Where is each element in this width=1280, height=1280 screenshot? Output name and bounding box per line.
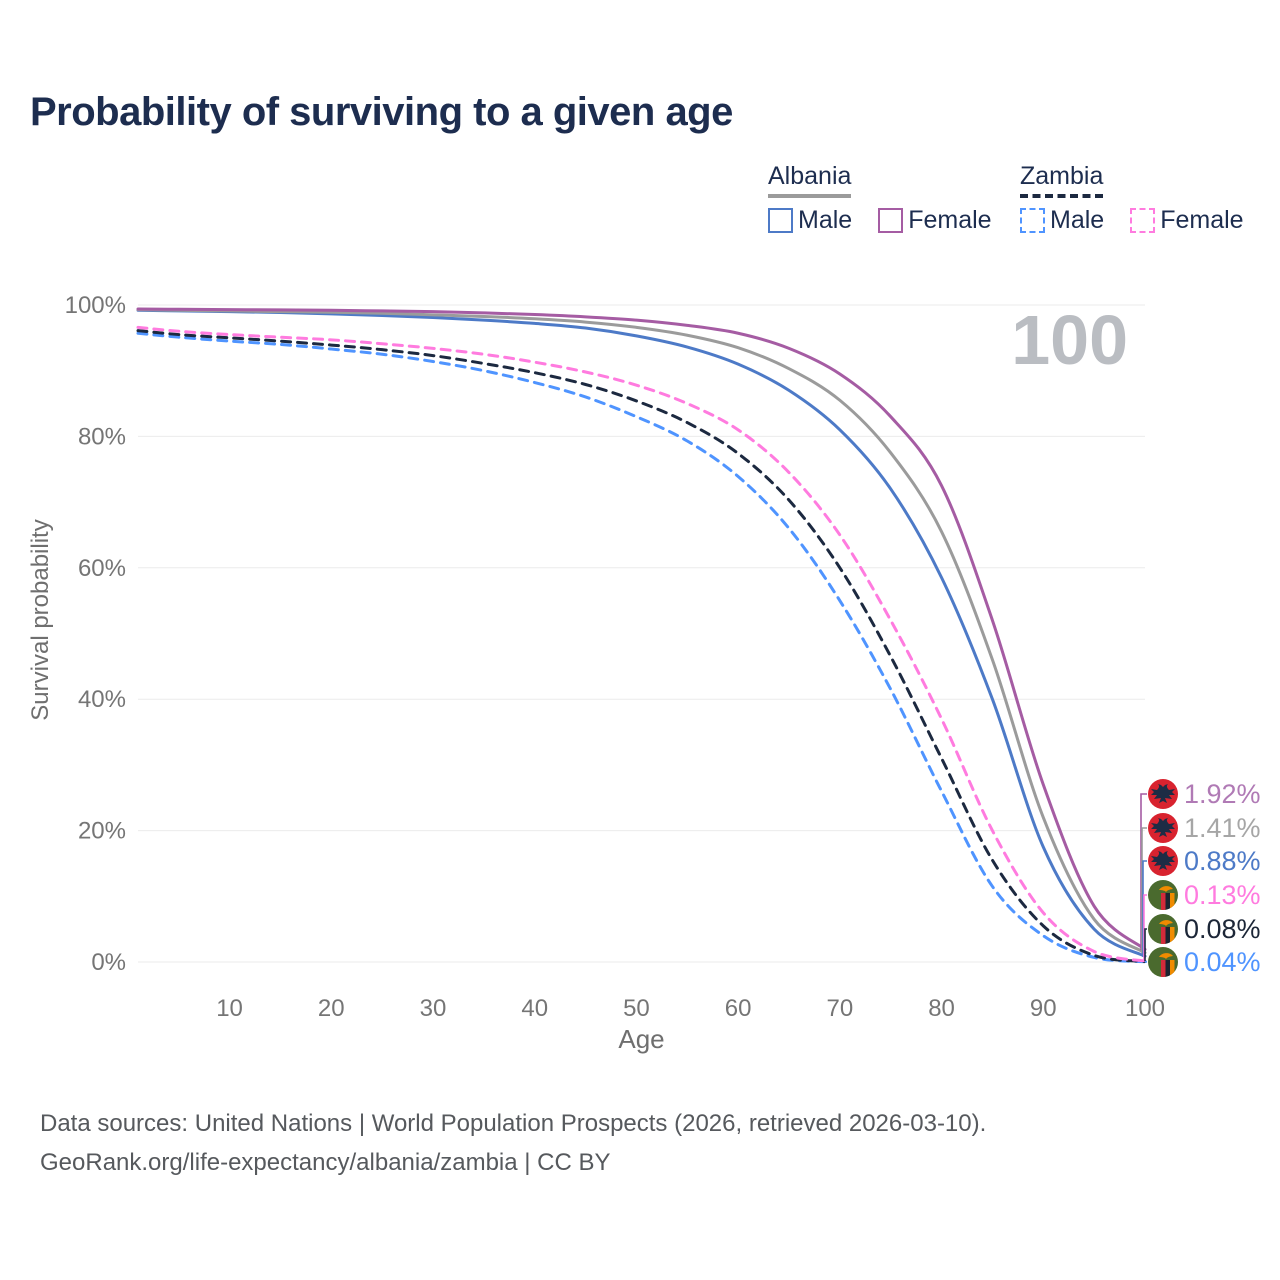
y-tick-label: 100% [65, 292, 126, 319]
legend-label: Male [798, 205, 853, 234]
zambia-female-swatch-icon [1130, 207, 1156, 233]
zambia-flag-icon [1148, 914, 1178, 944]
x-tick-label: 10 [216, 995, 243, 1022]
albania-flag-icon [1148, 813, 1178, 843]
x-tick-label: 40 [521, 995, 548, 1022]
series-line-zambia-male[interactable] [136, 331, 1147, 964]
y-tick-label: 80% [78, 423, 126, 450]
albania-female-swatch-icon [878, 207, 904, 233]
end-value-label-zambia-both-sexes: 0.08% [1184, 914, 1261, 944]
x-tick-label: 100 [1125, 995, 1165, 1022]
end-value-label-albania-male: 0.88% [1184, 846, 1261, 876]
x-tick-label: 60 [725, 995, 752, 1022]
zambia-flag-icon [1148, 880, 1178, 910]
series-line-zambia-female[interactable] [136, 325, 1147, 963]
footer-line-2: GeoRank.org/life-expectancy/albania/zamb… [40, 1149, 611, 1176]
albania-male-swatch-icon [768, 207, 793, 233]
series-line-albania-female[interactable] [136, 307, 1147, 951]
legend-label: Female [908, 205, 992, 234]
albania-flag-icon [1148, 846, 1178, 876]
legend-country-zambia[interactable]: Zambia [1020, 162, 1104, 198]
data-sources-note: Data sources: United Nations | World Pop… [40, 1104, 986, 1182]
page-title: Probability of surviving to a given age [30, 90, 733, 134]
zambia-male-swatch-icon [1020, 207, 1045, 233]
y-tick-label: 60% [78, 555, 126, 582]
legend-item-albania-male[interactable]: Male [768, 206, 852, 235]
end-value-label-albania-both-sexes: 1.41% [1184, 813, 1261, 843]
y-tick-label: 40% [78, 686, 126, 713]
legend-country-albania[interactable]: Albania [768, 162, 852, 198]
albania-flag-icon [1148, 779, 1178, 809]
legend-item-zambia-male[interactable]: Male [1020, 206, 1104, 235]
y-axis-title: Survival probability [27, 519, 54, 720]
series-line-albania-both-sexes[interactable] [136, 308, 1147, 955]
legend-group-zambia: Zambia Male Female [1020, 162, 1244, 235]
end-value-label-albania-female: 1.92% [1184, 779, 1261, 809]
age-watermark: 100 [1011, 301, 1128, 379]
y-tick-label: 0% [91, 949, 126, 976]
end-value-label-zambia-male: 0.04% [1184, 947, 1261, 977]
x-tick-label: 30 [420, 995, 447, 1022]
y-tick-label: 20% [78, 818, 126, 845]
end-value-label-zambia-female: 0.13% [1184, 880, 1261, 910]
legend-group-albania: Albania Male Female [768, 162, 992, 235]
x-axis-title: Age [618, 1024, 664, 1054]
zambia-flag-icon [1148, 947, 1178, 977]
x-tick-label: 50 [623, 995, 650, 1022]
series-line-zambia-both-sexes[interactable] [136, 329, 1147, 963]
x-tick-label: 80 [928, 995, 955, 1022]
x-tick-label: 20 [318, 995, 345, 1022]
legend-item-albania-female[interactable]: Female [878, 205, 992, 235]
series-line-albania-male[interactable] [136, 308, 1147, 958]
legend-label: Female [1160, 205, 1244, 234]
footer-line-1: Data sources: United Nations | World Pop… [40, 1110, 987, 1137]
x-tick-label: 90 [1030, 995, 1057, 1022]
end-label-connector [1144, 928, 1147, 962]
legend-label: Male [1050, 205, 1105, 234]
x-tick-label: 70 [826, 995, 853, 1022]
legend-item-zambia-female[interactable]: Female [1130, 205, 1244, 235]
